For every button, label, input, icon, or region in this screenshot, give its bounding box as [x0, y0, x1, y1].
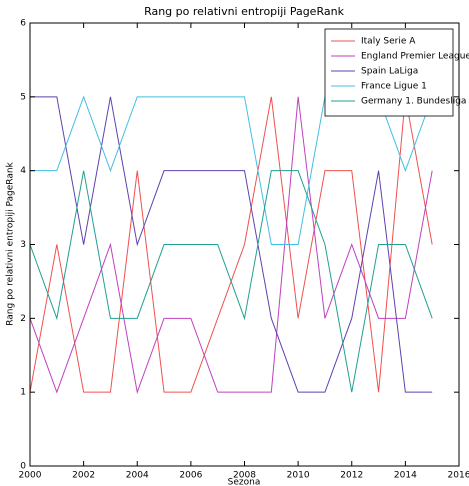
x-tick-label: 2010	[287, 471, 310, 481]
x-axis-label: Sezona	[228, 478, 261, 486]
legend-label: Spain LaLiga	[361, 67, 418, 77]
legend-label: Germany 1. Bundesliga	[361, 97, 466, 107]
y-tick-label: 1	[20, 388, 26, 398]
series-line	[29, 96, 433, 393]
x-tick-label: 2014	[394, 471, 417, 481]
legend-label: Italy Serie A	[361, 37, 416, 47]
series-line	[30, 96, 433, 393]
x-tick-label: 2000	[19, 471, 42, 481]
series-line	[29, 96, 433, 395]
chart-title: Rang po relativni entropiji PageRank	[144, 5, 345, 18]
x-tick-label: 2004	[126, 471, 149, 481]
series-line	[29, 170, 433, 393]
y-tick-label: 2	[20, 314, 26, 324]
y-tick-label: 0	[20, 462, 26, 472]
legend: Italy Serie A England Premier League Spain…	[324, 28, 469, 117]
x-tick-label: 2012	[340, 471, 363, 481]
y-axis-label: Rang po relativni entropiji PageRank	[6, 161, 16, 325]
x-tick-label: 2008	[233, 471, 256, 481]
y-tick-label: 4	[20, 166, 26, 176]
legend-label: France Ligue 1	[361, 82, 427, 92]
x-tick-label: 2002	[72, 471, 95, 481]
y-tick-label: 6	[20, 19, 26, 29]
x-tick-label: 2006	[179, 471, 202, 481]
y-tick-label: 5	[20, 92, 26, 102]
x-tick-label: 2016	[448, 471, 469, 481]
legend-label: England Premier League	[361, 52, 469, 62]
y-tick-label: 3	[20, 240, 26, 250]
